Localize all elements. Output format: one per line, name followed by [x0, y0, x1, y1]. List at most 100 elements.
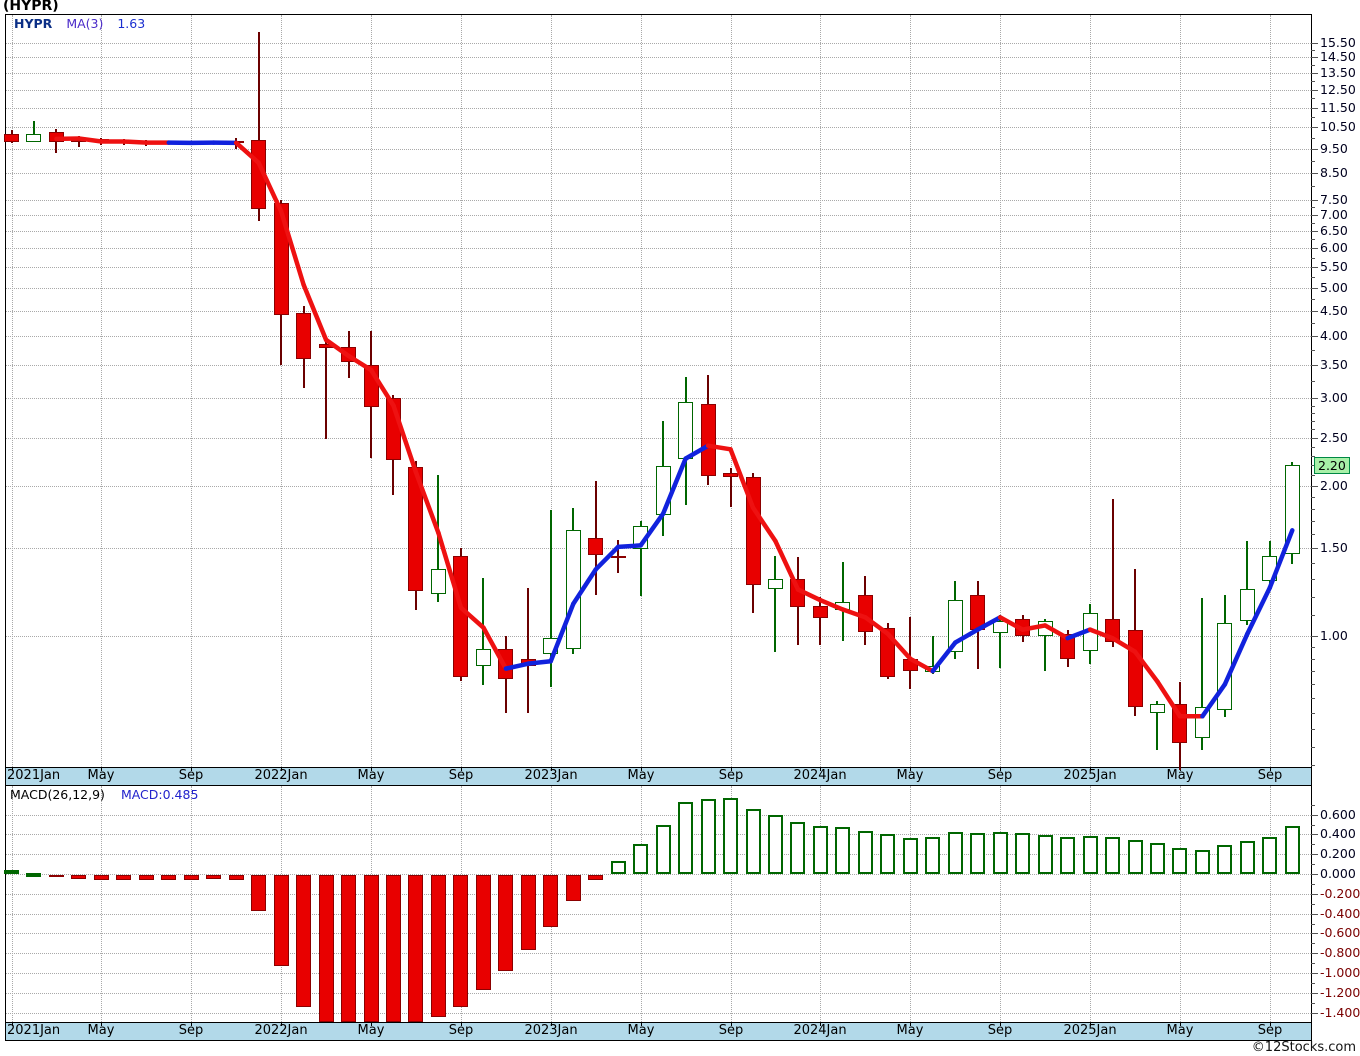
price-axis-tick [1311, 288, 1318, 289]
macd-bar-positive [656, 825, 671, 874]
candle-wick [1246, 541, 1248, 625]
macd-bar-negative [566, 875, 581, 901]
month-tick [1270, 1022, 1271, 1026]
macd-axis-tick [1311, 993, 1318, 994]
x-axis-label: Sep [448, 768, 474, 783]
macd-bar-positive [26, 873, 41, 877]
price-axis-label: 11.50 [1320, 100, 1356, 115]
macd-bar-positive [1083, 836, 1098, 874]
macd-axis-label: -0.800 [1320, 945, 1360, 960]
macd-axis-tick [1311, 874, 1318, 875]
candle-body [858, 595, 873, 632]
price-axis-tick [1311, 311, 1318, 312]
month-gridline [641, 15, 642, 767]
candle-body [880, 628, 895, 677]
month-gridline [551, 15, 552, 767]
price-axis-tick [1311, 90, 1318, 91]
macd-axis-tick [1311, 894, 1318, 895]
macd-axis-minor-tick [1311, 963, 1315, 964]
price-axis-tick [1311, 336, 1318, 337]
price-gridline [6, 636, 1311, 637]
macd-bar-negative [319, 875, 334, 1022]
x-axis-label: May [357, 768, 385, 783]
price-axis-tick [1311, 173, 1318, 174]
macd-bar-positive [880, 834, 895, 874]
ma-value: 1.63 [117, 16, 146, 31]
price-axis-minor-tick [1311, 534, 1315, 535]
candle-body [768, 579, 783, 589]
macd-bar-negative [453, 875, 468, 1007]
candle-body [296, 313, 311, 359]
month-tick [101, 767, 102, 771]
price-axis-minor-tick [1311, 277, 1315, 278]
macd-axis-minor-tick [1311, 825, 1315, 826]
macd-bar-positive [948, 832, 963, 874]
price-axis-label: 2.00 [1320, 478, 1348, 493]
macd-axis-tick [1311, 815, 1318, 816]
price-axis-tick [1311, 127, 1318, 128]
price-axis-minor-tick [1311, 579, 1315, 580]
candle-wick [999, 615, 1001, 668]
price-gridline [6, 398, 1311, 399]
x-axis-label: May [87, 1023, 115, 1038]
macd-bar-negative [116, 875, 131, 880]
candle-body [251, 140, 266, 209]
month-tick [551, 1022, 552, 1026]
month-tick [191, 1022, 192, 1026]
price-gridline [6, 173, 1311, 174]
month-gridline [641, 786, 642, 1022]
macd-axis-label: -1.400 [1320, 1005, 1360, 1020]
candle-body [566, 530, 581, 649]
candle-body [1038, 621, 1053, 636]
x-axis-label: 2021Jan [7, 768, 61, 783]
price-gridline [6, 200, 1311, 201]
macd-bar-negative [341, 875, 356, 1022]
price-axis-tick [1311, 43, 1318, 44]
candle-body [611, 556, 626, 558]
macd-bar-negative [476, 875, 491, 990]
candle-body [1105, 619, 1120, 642]
price-axis-minor-tick [1311, 729, 1315, 730]
price-axis-tick [1311, 200, 1318, 201]
candle-wick [819, 597, 821, 645]
candle-body [229, 141, 244, 143]
month-tick [371, 1022, 372, 1026]
price-axis-label: 8.50 [1320, 165, 1348, 180]
macd-legend: MACD(26,12,9) MACD:0.485 [10, 787, 198, 802]
price-axis-minor-tick [1311, 456, 1315, 457]
macd-bar-negative [229, 875, 244, 880]
credit-link[interactable]: ©12Stocks.com [1251, 1040, 1356, 1055]
macd-axis-label: -0.600 [1320, 925, 1360, 940]
candle-wick [909, 617, 911, 689]
candle-body [386, 398, 401, 460]
candle-body [746, 477, 761, 585]
macd-bar-positive [723, 798, 738, 874]
month-tick [1000, 1022, 1001, 1026]
macd-axis-minor-tick [1311, 983, 1315, 984]
candle-body [26, 134, 41, 142]
price-axis-label: 1.50 [1320, 540, 1348, 555]
month-tick [1090, 767, 1091, 771]
page-title: (HYPR) [3, 0, 59, 14]
macd-axis-minor-tick [1311, 904, 1315, 905]
x-axis-label: May [1166, 768, 1194, 783]
macd-gridline [6, 874, 1311, 875]
candle-body [903, 659, 918, 671]
month-gridline [1000, 15, 1001, 767]
macd-bar-positive [1217, 845, 1232, 874]
macd-bar-positive [993, 832, 1008, 874]
x-axis-label: 2025Jan [1063, 768, 1117, 783]
price-axis-minor-tick [1311, 421, 1315, 422]
price-axis-minor-tick [1311, 429, 1315, 430]
x-axis-label: 2024Jan [793, 768, 847, 783]
candle-body [1172, 704, 1187, 743]
price-axis-label: 1.00 [1320, 628, 1348, 643]
price-axis-minor-tick [1311, 117, 1315, 118]
macd-bar-positive [970, 833, 985, 874]
candle-body [588, 538, 603, 555]
macd-axis-label: -0.400 [1320, 906, 1360, 921]
price-axis-minor-tick [1311, 65, 1315, 66]
price-gridline [6, 438, 1311, 439]
macd-bar-negative [386, 875, 401, 1022]
macd-bar-negative [139, 875, 154, 880]
